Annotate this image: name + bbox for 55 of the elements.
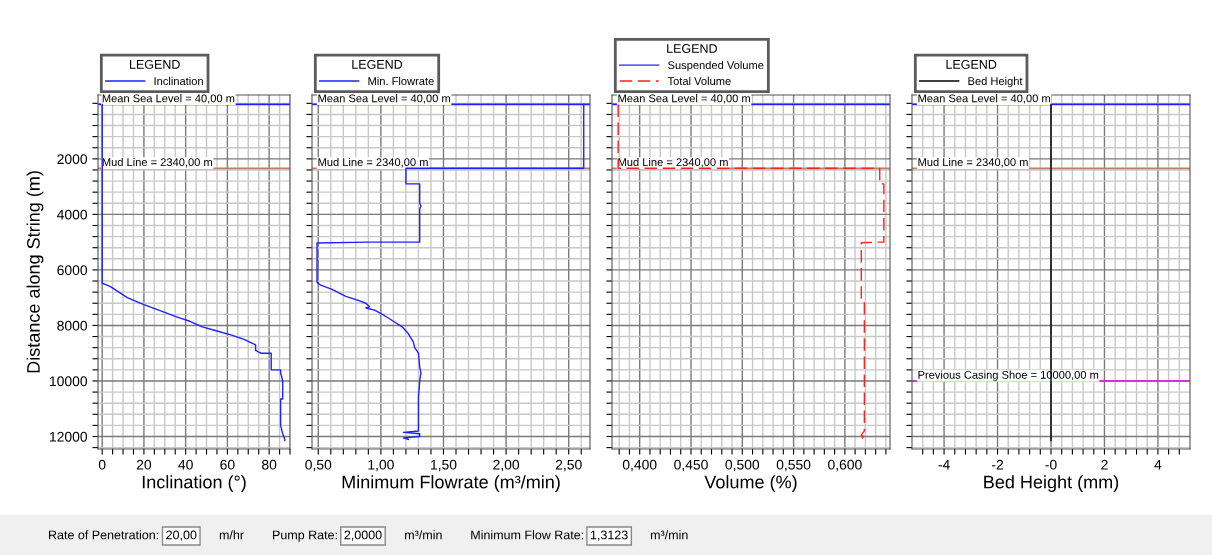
ref-line-label: Mud Line = 2340,00 m (318, 157, 428, 168)
legend-label: Inclination (154, 76, 203, 86)
legend-title: LEGEND (352, 59, 403, 69)
legend-label: Suspended Volume (668, 60, 764, 72)
text: m³/min (650, 530, 688, 540)
y-axis-title: Distance along String (m) (26, 171, 44, 373)
x-axis-title: Bed Height (mm) (984, 475, 1119, 492)
x-tick-label: 0,600 (828, 459, 862, 472)
legend-title: LEGEND (667, 44, 717, 53)
legend-title: LEGEND (130, 59, 180, 69)
text: 2,0000 (344, 530, 382, 541)
x-tick-label: 0,500 (725, 459, 760, 472)
x-tick-label: 2 (1101, 459, 1108, 470)
legend-label: Total Volume (667, 76, 731, 86)
x-tick-label: 60 (220, 459, 235, 470)
x-tick-label: 0,450 (674, 459, 708, 472)
x-tick-label: 0,550 (776, 459, 811, 472)
x-tick-label: 0,400 (622, 459, 657, 472)
x-tick-label: 2,00 (493, 459, 520, 472)
x-tick-label: 2,50 (555, 459, 582, 472)
x-tick-label: 1,50 (431, 459, 457, 472)
x-tick-label: 0 (98, 459, 106, 470)
x-tick-label: -4 (938, 459, 950, 470)
legend-label: Bed Height (968, 76, 1023, 88)
x-tick-label: 80 (262, 459, 277, 470)
y-tick-label: 6000 (57, 265, 88, 276)
x-tick-label: 0,50 (305, 459, 332, 472)
x-tick-label: -0 (1045, 459, 1057, 470)
x-axis-title: Minimum Flowrate (m³/min) (342, 475, 560, 492)
text: 20,00 (166, 530, 197, 541)
text: 1,3123 (590, 530, 628, 541)
y-tick-label: 10000 (50, 376, 88, 387)
x-axis-title: Inclination (°) (142, 475, 246, 492)
y-tick-label: 8000 (57, 320, 88, 331)
x-axis-title: Volume (%) (704, 475, 797, 492)
x-tick-label: 20 (136, 459, 152, 470)
legend-label: Min. Flowrate (368, 76, 434, 86)
x-tick-label: -2 (991, 459, 1004, 470)
text: Pump Rate: (273, 530, 337, 542)
text: m/hr (219, 530, 244, 540)
legend-title: LEGEND (946, 59, 997, 69)
ref-line-label: Mean Sea Level = 40,00 m (102, 94, 235, 104)
text: Minimum Flow Rate: (471, 530, 584, 540)
x-tick-label: 4 (1154, 459, 1162, 470)
ref-line-label: Mean Sea Level = 40,00 m (318, 94, 450, 104)
x-tick-label: 40 (178, 459, 193, 470)
ref-line-label: Mean Sea Level = 40,00 m (918, 94, 1050, 104)
ref-line-label: Mud Line = 2340,00 m (918, 157, 1028, 168)
text: m³/min (405, 530, 442, 540)
ref-line-label: Mean Sea Level = 40,00 m (618, 94, 750, 104)
y-tick-label: 2000 (57, 154, 88, 165)
text: Rate of Penetration: (49, 530, 159, 540)
x-tick-label: 1,00 (368, 459, 394, 472)
y-tick-label: 12000 (50, 431, 88, 442)
y-tick-label: 4000 (57, 209, 88, 220)
